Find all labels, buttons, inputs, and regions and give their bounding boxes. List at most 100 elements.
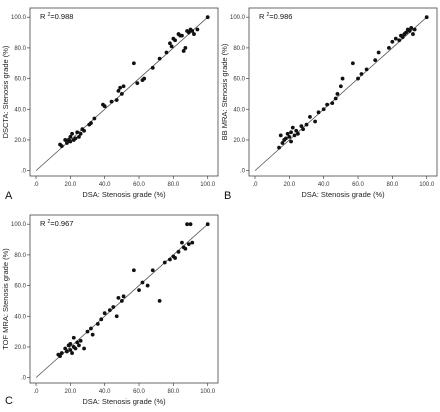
- data-point: [412, 27, 417, 32]
- data-point: [145, 283, 150, 288]
- data-point: [289, 139, 293, 144]
- data-point: [85, 329, 90, 334]
- y-axis-label: TOF MRA: Stenosis grade (%): [1, 248, 10, 350]
- data-point: [95, 322, 100, 326]
- data-point: [183, 45, 188, 50]
- x-tick-label: 40.0: [99, 389, 111, 395]
- data-point: [70, 131, 74, 136]
- data-point: [135, 81, 140, 86]
- x-tick-label: .0: [34, 389, 40, 395]
- data-point: [75, 340, 80, 345]
- x-tick-label: 20.0: [284, 182, 296, 188]
- y-tick-label: 40.0: [14, 107, 26, 113]
- data-point: [150, 65, 155, 70]
- data-point: [82, 346, 86, 351]
- data-point: [301, 127, 305, 132]
- data-point: [284, 136, 288, 141]
- data-point: [68, 348, 73, 352]
- data-point: [180, 240, 184, 245]
- plot-frame: [248, 7, 438, 177]
- data-point: [186, 30, 191, 35]
- data-point: [89, 326, 93, 331]
- data-point: [70, 351, 74, 355]
- data-point: [411, 32, 415, 36]
- data-point: [313, 119, 318, 124]
- data-point: [333, 96, 338, 101]
- data-point: [92, 116, 97, 121]
- data-point: [114, 98, 119, 102]
- data-point: [131, 61, 136, 66]
- data-point: [350, 61, 355, 66]
- chart-panel-a: .0 20.0 40.0 60.0 80.0 100.0 .0 20.0 40.0 60.0 80.…: [1, 7, 219, 202]
- x-axis-label: DSA: Stenosis grade (%): [82, 397, 166, 406]
- plot-frame: [29, 214, 219, 384]
- data-point: [321, 107, 326, 112]
- data-point: [164, 50, 169, 55]
- data-point: [68, 341, 73, 346]
- data-point: [102, 104, 107, 109]
- data-point: [73, 346, 78, 351]
- data-point: [294, 128, 299, 133]
- data-point: [169, 44, 174, 49]
- x-tick-label: 40.0: [318, 182, 330, 188]
- data-point: [73, 136, 78, 141]
- y-tick-label: 40.0: [233, 107, 245, 113]
- data-point: [99, 317, 104, 322]
- y-tick-label: 20.0: [14, 138, 26, 144]
- data-point: [65, 349, 69, 354]
- data-point: [373, 58, 378, 63]
- data-point: [168, 41, 172, 46]
- data-point: [183, 246, 188, 251]
- data-point: [185, 222, 189, 227]
- data-point: [173, 256, 177, 260]
- x-tick-label: 80.0: [168, 389, 180, 395]
- data-point: [409, 26, 414, 30]
- data-point: [404, 30, 408, 35]
- y-tick-label: 80.0: [233, 46, 245, 52]
- x-tick-label: 80.0: [168, 182, 180, 188]
- y-tick-label: 20.0: [233, 138, 245, 144]
- data-point: [140, 280, 145, 285]
- y-tick-label: .0: [240, 169, 246, 175]
- panel-label: A: [5, 190, 13, 202]
- data-point: [78, 131, 83, 136]
- data-point: [290, 125, 295, 130]
- data-point: [68, 139, 73, 144]
- r-squared-label: R 2=0.986: [259, 12, 292, 21]
- data-point: [59, 144, 64, 148]
- data-point: [150, 268, 155, 273]
- data-point: [397, 38, 402, 43]
- data-point: [287, 134, 292, 139]
- y-tick-label: 60.0: [14, 284, 26, 290]
- data-point: [190, 29, 195, 33]
- data-point: [292, 133, 297, 138]
- data-point: [75, 130, 80, 135]
- reference-line: [254, 16, 427, 171]
- y-tick-label: 100.0: [230, 15, 246, 21]
- data-point: [424, 15, 429, 20]
- data-point: [89, 121, 93, 125]
- data-point: [205, 222, 210, 227]
- data-point: [58, 354, 62, 359]
- x-tick-label: 100.0: [200, 389, 216, 395]
- data-point: [387, 45, 391, 50]
- x-tick-label: .0: [34, 182, 40, 188]
- x-axis-label: DSA: Stenosis grade (%): [301, 190, 385, 199]
- r-squared-label: R 2=0.967: [40, 219, 73, 228]
- data-point: [121, 294, 126, 299]
- x-tick-label: 60.0: [352, 182, 364, 188]
- data-point: [102, 311, 107, 316]
- data-point: [285, 131, 290, 136]
- data-point: [359, 72, 364, 76]
- data-point: [188, 222, 193, 227]
- plot-frame: [29, 7, 219, 177]
- data-point: [299, 124, 304, 129]
- y-axis-label: BB MRA: Stenosis grade (%): [220, 43, 229, 140]
- data-point: [296, 131, 300, 136]
- data-point: [142, 76, 147, 81]
- data-point: [340, 76, 345, 81]
- r-squared-label: R 2=0.988: [40, 12, 73, 21]
- x-tick-label: 60.0: [133, 182, 145, 188]
- data-point: [195, 27, 200, 32]
